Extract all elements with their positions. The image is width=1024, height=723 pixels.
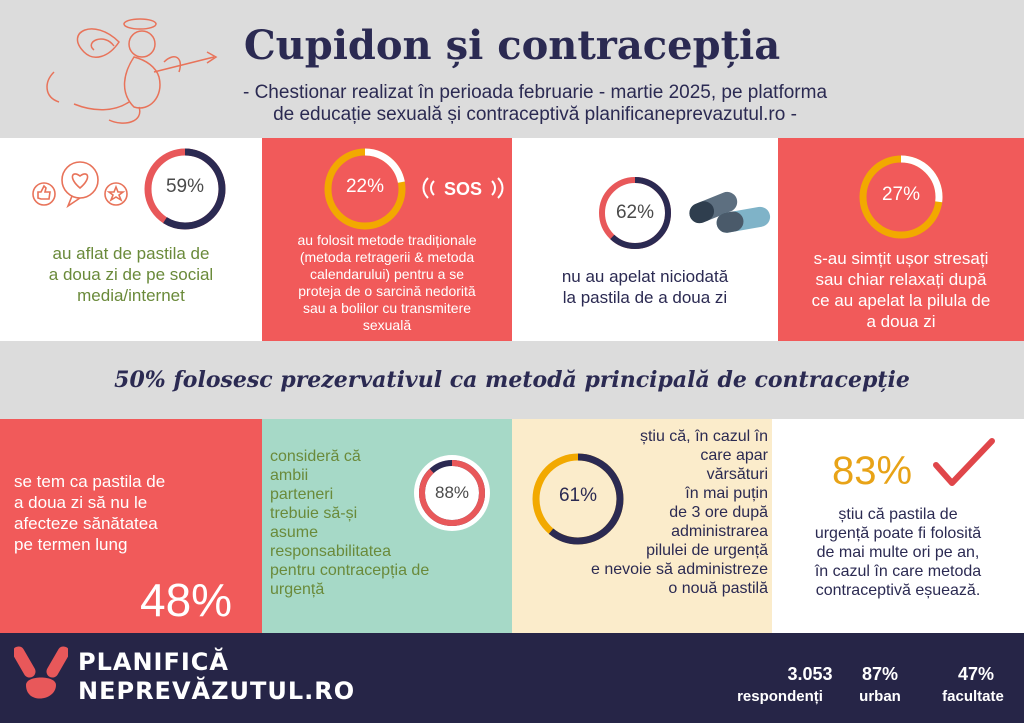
- line: care apar: [700, 447, 768, 464]
- line: sau a bolilor cu transmitere: [302, 300, 472, 316]
- line: ambii: [270, 467, 309, 484]
- ring-chart-27: [859, 155, 943, 239]
- cupid-illustration-icon: [46, 18, 218, 124]
- footer-stat-facultate-value: 47%: [957, 664, 995, 684]
- line: parteneri: [270, 486, 334, 503]
- stat-description: nu au apelat niciodată la pastila de a d…: [522, 266, 768, 308]
- line: au folosit metode tradiționale: [297, 232, 477, 248]
- logo-wordmark: PLANIFICĂ NEPREVĂZUTUL.RO: [78, 648, 355, 706]
- stat-description: se tem ca pastila de a doua zi să nu le …: [14, 471, 224, 555]
- line: calendarului) pentru a se: [309, 266, 465, 282]
- ring-chart-88: [414, 455, 490, 531]
- line: au aflat de pastila de: [52, 244, 210, 263]
- line: vărsături: [706, 466, 768, 483]
- line: nu au apelat niciodată: [561, 267, 729, 286]
- pct-label: 62%: [615, 202, 655, 223]
- line: pilulei de urgență: [646, 542, 768, 559]
- stat-description-bottom: pilulei de urgență e nevoie să administr…: [516, 541, 768, 598]
- stat-description: știu că pastila de urgență poate fi folo…: [778, 505, 1018, 600]
- line: știu că pastila de: [838, 506, 958, 523]
- line: urgență poate fi folosită: [814, 525, 982, 542]
- subtitle-line-2: de educație sexuală și contraceptivă pla…: [273, 104, 797, 125]
- pills-icon: [689, 191, 771, 233]
- line: responsabilitatea: [270, 543, 391, 560]
- pct-label: 48%: [140, 574, 233, 626]
- logo-line-2: NEPREVĂZUTUL.RO: [78, 677, 356, 705]
- highlight-band: 50% folosesc prezervativul ca metodă pri…: [0, 341, 1024, 419]
- line: e nevoie să administreze: [591, 561, 768, 578]
- line: în cazul în care metoda: [814, 563, 982, 580]
- header: Cupidon și contracepția - Chestionar rea…: [0, 0, 1024, 138]
- stat-description: consideră că ambii parteneri trebuie să-…: [270, 447, 510, 599]
- stat-card-health-fear: se tem ca pastila de a doua zi să nu le …: [0, 419, 262, 633]
- stat-description: s-au simțit ușor stresați sau chiar rela…: [780, 248, 1022, 332]
- footer-stat-respondents-value: 3.053: [787, 664, 833, 684]
- line: se tem ca pastila de: [14, 472, 166, 491]
- pct-label: 59%: [165, 176, 205, 197]
- line: contraceptivă eșuează.: [815, 582, 981, 599]
- line: a doua zi de pe social: [48, 265, 214, 284]
- stat-card-social-media: 59% au aflat de pastila de a doua zi de …: [0, 138, 262, 341]
- checkmark-icon: [933, 438, 995, 486]
- pct-label: 22%: [345, 176, 385, 197]
- line: consideră că: [270, 448, 361, 465]
- line: pentru contracepția de: [270, 562, 430, 579]
- line: sau chiar relaxați după: [815, 270, 987, 289]
- line: administrarea: [671, 523, 768, 540]
- highlight-text: 50% folosesc prezervativul ca metodă pri…: [114, 367, 910, 393]
- line: în mai puțin: [685, 485, 768, 502]
- line: a doua zi să nu le: [14, 493, 148, 512]
- footer-stat-respondents-label: respondenți: [737, 688, 823, 705]
- pill-logo-icon: [14, 646, 68, 699]
- stat-description: au folosit metode tradiționale (metoda r…: [266, 232, 508, 334]
- line: pe termen lung: [14, 535, 128, 554]
- stat-card-never-used: 62% nu au apelat niciodată la pastila de…: [512, 138, 778, 341]
- line: asume: [270, 524, 319, 541]
- logo-line-1: PLANIFICĂ: [78, 648, 229, 676]
- line: sexuală: [362, 317, 412, 333]
- line: media/internet: [77, 286, 185, 305]
- stat-description: au aflat de pastila de a doua zi de pe s…: [20, 243, 242, 306]
- page-subtitle: - Chestionar realizat în perioada februa…: [130, 82, 940, 126]
- footer-stat-urban-value: 87%: [861, 664, 899, 684]
- line: s-au simțit ușor stresați: [813, 249, 989, 268]
- ring-chart-59: [144, 148, 226, 230]
- stat-card-stress: 27% s-au simțit ușor stresați sau chiar …: [778, 138, 1024, 341]
- line: la pastila de a doua zi: [562, 288, 728, 307]
- ring-chart-22: [324, 148, 406, 230]
- line: trebuie să-și: [270, 505, 358, 522]
- sos-icon: SOS: [422, 177, 504, 199]
- stat-card-traditional-methods: 22% SOS au folosit metode tradiționale (…: [262, 138, 512, 341]
- ring-chart-62: [599, 177, 671, 249]
- line: a doua zi: [866, 312, 936, 331]
- line: afecteze sănătatea: [14, 514, 158, 533]
- pct-label: 61%: [558, 485, 598, 506]
- stat-card-vomiting: 61% știu că, în cazul în care apar vărsă…: [512, 419, 772, 633]
- footer-stat-urban-label: urban: [859, 688, 901, 705]
- subtitle-line-1: - Chestionar realizat în perioada februa…: [242, 82, 828, 103]
- line: urgență: [270, 581, 325, 598]
- line: de mai multe ori pe an,: [816, 544, 980, 561]
- footer: [0, 633, 1024, 723]
- line: știu că, în cazul în: [639, 428, 768, 445]
- line: (metoda retragerii & metoda: [299, 249, 475, 265]
- stat-card-multiple-use: 83% știu că pastila de urgență poate fi …: [772, 419, 1024, 633]
- ring-chart-61: [532, 453, 624, 545]
- line: o nouă pastilă: [668, 580, 768, 597]
- social-media-icon: [32, 161, 128, 209]
- footer-stat-facultate-label: facultate: [942, 688, 1004, 705]
- line: ce au apelat la pilula de: [811, 291, 991, 310]
- line: de 3 ore după: [669, 504, 768, 521]
- pct-label: 88%: [434, 483, 470, 502]
- page-title: Cupidon și contracepția: [243, 22, 781, 69]
- pct-label: 83%: [832, 449, 913, 493]
- sos-label: SOS: [444, 179, 482, 199]
- line: proteja de o sarcină nedorită: [298, 283, 476, 299]
- stat-description-top: știu că, în cazul în care apar vărsături…: [600, 427, 768, 541]
- pct-label: 27%: [881, 184, 921, 205]
- stat-card-shared-responsibility: consideră că ambii parteneri trebuie să-…: [262, 419, 512, 633]
